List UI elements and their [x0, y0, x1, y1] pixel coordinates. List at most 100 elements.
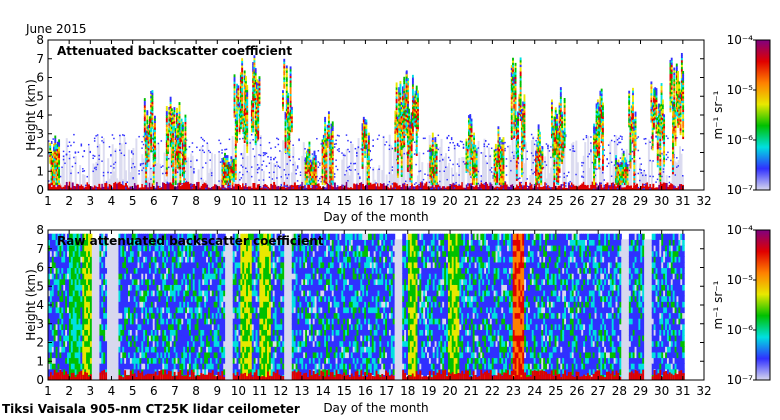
cloud-cell: [435, 148, 438, 152]
cloud-cell: [145, 161, 147, 165]
cloud-cell: [227, 164, 230, 167]
cloud-cell: [169, 96, 172, 100]
cloud-cell: [494, 177, 497, 181]
speckle: [430, 188, 432, 190]
boundary-layer-cell: [310, 187, 313, 190]
cloud-cell: [258, 89, 261, 93]
speckle: [193, 170, 195, 173]
boundary-layer-cell: [680, 183, 683, 190]
boundary-layer-cell: [327, 183, 330, 190]
cloud-cell: [329, 164, 332, 167]
cloud-cell: [326, 140, 329, 144]
cloud-cell: [284, 116, 287, 120]
cloud-cell: [556, 120, 558, 124]
cloud-cell: [309, 179, 312, 183]
cloud-cell: [170, 148, 173, 152]
cloud-cell: [58, 173, 61, 176]
cloud-cell: [433, 170, 436, 174]
cloud-cell: [518, 100, 521, 104]
cloud-cell: [415, 119, 418, 123]
cloud-cell: [307, 157, 310, 161]
cloud-cell: [538, 140, 541, 144]
cloud-cell: [429, 160, 432, 164]
cloud-cell: [321, 155, 324, 158]
boundary-layer-cell: [493, 187, 496, 190]
cloud-cell: [559, 91, 562, 95]
speckle: [649, 159, 651, 162]
cloud-cell: [493, 176, 496, 180]
noise-cell: [508, 145, 511, 187]
speckle: [210, 172, 213, 174]
cloud-cell: [429, 153, 432, 157]
cloud-cell: [305, 161, 308, 165]
cloud-cell: [502, 170, 505, 174]
cloud-cell: [514, 96, 517, 100]
cloud-cell: [535, 177, 538, 181]
cloud-cell: [433, 157, 436, 161]
cloud-cell: [285, 74, 288, 78]
cloud-cell: [143, 122, 146, 126]
cloud-cell: [537, 173, 540, 177]
cloud-cell: [287, 128, 289, 132]
boundary-layer-cell: [479, 184, 482, 190]
cloud-cell: [169, 110, 172, 114]
cloud-cell: [150, 120, 153, 124]
cloud-cell: [184, 150, 187, 154]
speckle: [242, 173, 244, 176]
cloud-cell: [184, 121, 187, 125]
speckle: [480, 175, 483, 177]
cloud-cell: [558, 118, 561, 122]
cloud-cell: [226, 173, 229, 176]
cloud-cell: [241, 94, 244, 98]
cloud-cell: [238, 113, 241, 117]
cloud-cell: [329, 175, 332, 179]
cloud-cell: [519, 106, 522, 110]
cloud-cell: [399, 119, 402, 123]
cloud-cell: [553, 141, 556, 145]
cloud-cell: [181, 160, 184, 163]
cloud-cell: [313, 170, 316, 174]
cloud-cell: [400, 108, 403, 112]
boundary-layer-cell: [62, 186, 65, 190]
noise-cell: [647, 139, 650, 187]
cloud-cell: [399, 85, 402, 89]
cloud-cell: [172, 137, 175, 140]
cloud-cell: [365, 146, 368, 150]
cloud-cell: [468, 117, 470, 121]
cloud-cell: [321, 173, 324, 176]
cloud-cell: [596, 126, 599, 130]
cloud-cell: [394, 139, 397, 143]
cloud-cell: [465, 158, 468, 162]
cloud-cell: [304, 166, 307, 170]
cloud-cell: [167, 146, 170, 150]
cloud-cell: [308, 164, 311, 167]
cloud-cell: [434, 148, 437, 152]
cloud-cell: [238, 104, 241, 108]
cloud-cell: [234, 136, 237, 140]
cloud-cell: [558, 102, 561, 106]
cloud-cell: [53, 166, 55, 170]
cloud-cell: [430, 148, 433, 152]
cloud-cell: [415, 130, 418, 134]
cloud-cell: [501, 155, 504, 158]
cloud-cell: [434, 175, 437, 179]
cloud-cell: [312, 175, 315, 179]
cloud-cell: [178, 159, 181, 162]
speckle: [132, 177, 134, 180]
cloud-cell: [540, 166, 543, 170]
cloud-cell: [501, 141, 504, 145]
cloud-cell: [152, 161, 155, 165]
boundary-layer-cell: [96, 186, 99, 190]
cloud-cell: [406, 119, 409, 123]
speckle: [676, 166, 678, 168]
cloud-cell: [563, 106, 566, 110]
cloud-cell: [236, 115, 238, 119]
cloud-cell: [170, 139, 173, 143]
cloud-cell: [470, 152, 473, 156]
cloud-cell: [520, 174, 523, 178]
cloud-cell: [398, 127, 401, 131]
cloud-cell: [361, 166, 364, 169]
cloud-cell: [406, 148, 409, 152]
cloud-cell: [174, 177, 177, 181]
cloud-cell: [364, 137, 367, 140]
